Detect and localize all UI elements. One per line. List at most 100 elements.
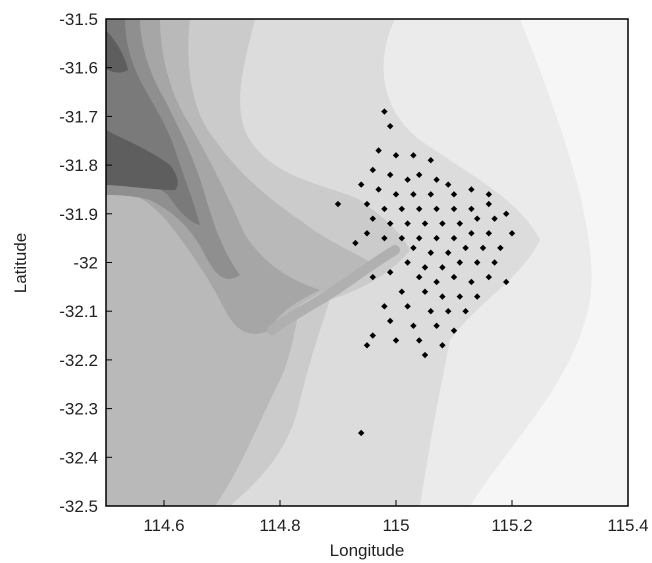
data-point: [375, 147, 382, 154]
data-point: [363, 230, 371, 237]
y-tick-label: -32.4: [59, 448, 98, 467]
y-tick-label: -32: [73, 254, 98, 273]
data-point: [358, 429, 365, 437]
data-point: [421, 220, 429, 227]
x-axis-ticks: 114.6 114.8 115 115.2 115.4: [143, 500, 649, 535]
data-point: [381, 205, 388, 213]
y-tick-label: -32.5: [59, 497, 98, 516]
data-point: [491, 259, 498, 266]
bathy-layer-9: [106, 30, 128, 73]
data-point: [427, 191, 434, 198]
x-tick-label: 114.8: [259, 516, 300, 535]
data-point: [456, 220, 463, 227]
bathy-layer-9b: [106, 130, 178, 190]
bathy-channel: [267, 245, 400, 335]
data-point: [439, 220, 446, 227]
data-point: [416, 337, 423, 344]
data-point: [398, 205, 405, 213]
data-point: [485, 230, 492, 237]
data-point: [404, 303, 411, 310]
data-point: [369, 215, 376, 222]
data-point: [497, 244, 504, 252]
x-tick-label: 115.4: [607, 516, 648, 535]
data-point: [381, 234, 388, 242]
bathymetry-background: [106, 19, 628, 506]
y-tick-label: -31.8: [59, 156, 98, 175]
data-point: [485, 273, 492, 281]
data-point: [450, 191, 458, 198]
data-point: [445, 181, 452, 188]
data-point: [462, 308, 469, 315]
data-point: [404, 259, 411, 266]
y-tick-label: -32.1: [59, 302, 98, 321]
data-point: [358, 181, 365, 188]
data-point: [450, 234, 458, 242]
data-point: [450, 205, 458, 213]
data-point: [468, 186, 475, 193]
data-point: [387, 220, 394, 227]
data-point: [352, 239, 359, 247]
data-point: [427, 157, 434, 164]
data-point: [410, 152, 417, 159]
data-point: [421, 264, 429, 271]
data-point: [445, 308, 452, 315]
data-point: [445, 249, 452, 256]
data-point: [392, 152, 400, 159]
data-point: [433, 278, 440, 286]
data-point: [433, 322, 440, 330]
data-point: [381, 108, 388, 115]
data-point: [433, 176, 440, 183]
y-tick-label: -31.9: [59, 205, 98, 224]
data-point: [421, 288, 429, 295]
data-point: [462, 244, 469, 252]
data-point: [468, 230, 475, 237]
data-point: [468, 278, 475, 286]
data-point: [410, 191, 417, 198]
data-point: [404, 220, 411, 227]
data-point: [491, 215, 498, 222]
data-point: [387, 171, 394, 179]
data-point: [363, 200, 371, 208]
data-point: [421, 351, 429, 359]
data-point: [363, 342, 371, 349]
data-point: [334, 200, 342, 208]
data-point: [398, 234, 405, 242]
data-point: [433, 234, 440, 242]
data-point: [485, 191, 492, 198]
data-point: [392, 191, 400, 198]
y-tick-label: -31.7: [59, 107, 98, 126]
data-point: [485, 200, 492, 208]
data-point: [387, 317, 394, 325]
data-point: [456, 293, 463, 300]
data-point: [404, 176, 411, 183]
data-point: [416, 171, 423, 179]
x-tick-label: 115.2: [491, 516, 532, 535]
data-point: [503, 210, 510, 217]
data-point: [369, 332, 376, 339]
data-point: [508, 230, 516, 237]
data-point: [450, 327, 458, 334]
y-axis-label: Latitude: [11, 233, 30, 294]
data-point: [468, 205, 475, 213]
data-point: [410, 322, 417, 330]
data-point: [427, 249, 434, 256]
y-tick-label: -32.3: [59, 400, 98, 419]
data-point: [375, 186, 382, 193]
data-point: [416, 273, 423, 281]
x-tick-label: 114.6: [143, 516, 184, 535]
data-point: [416, 234, 423, 242]
data-point: [433, 205, 440, 213]
data-point: [427, 308, 434, 315]
data-point: [392, 337, 400, 344]
data-point: [369, 166, 376, 174]
data-point: [456, 259, 463, 266]
data-point: [381, 303, 388, 310]
data-point: [410, 244, 417, 252]
data-point: [387, 269, 394, 276]
data-point: [450, 273, 458, 281]
data-point: [474, 293, 481, 300]
x-axis-label: Longitude: [330, 541, 405, 560]
data-point: [439, 293, 446, 300]
data-point: [474, 215, 481, 222]
